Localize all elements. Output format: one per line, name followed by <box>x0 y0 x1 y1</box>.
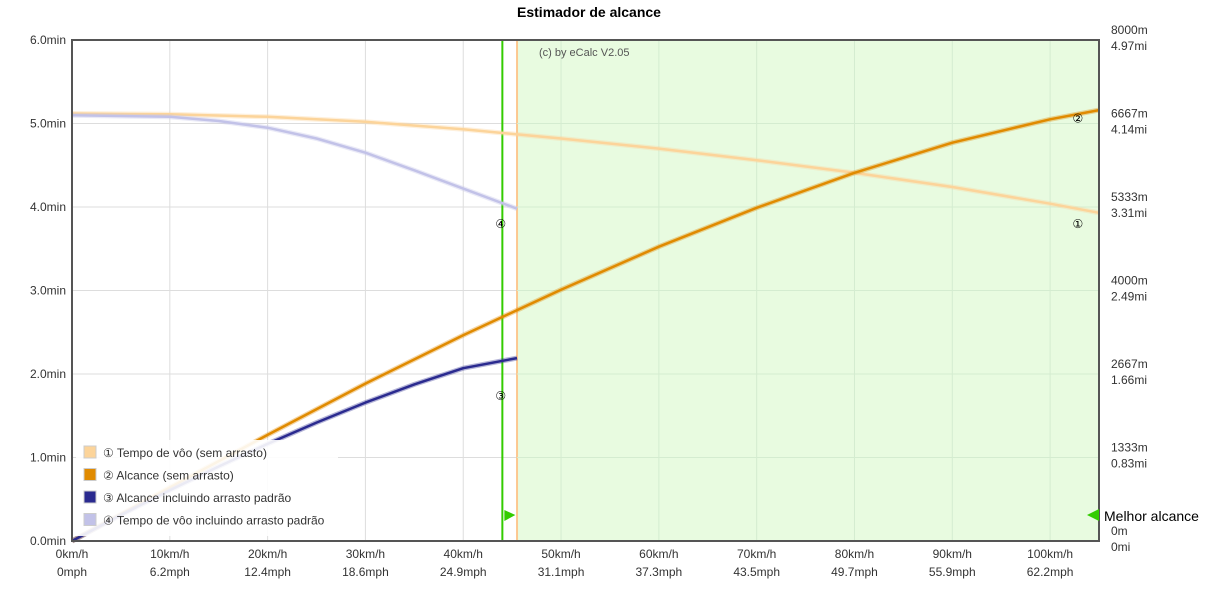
x-tick-label-mph: 24.9mph <box>440 565 487 579</box>
x-tick-label-kmh: 60km/h <box>639 547 678 561</box>
y-right-tick-label-mi: 0mi <box>1111 540 1130 554</box>
x-tick-label-mph: 37.3mph <box>636 565 683 579</box>
x-tick-label-mph: 18.6mph <box>342 565 389 579</box>
series-marker-label: ③ <box>495 389 506 403</box>
x-tick-label-mph: 0mph <box>57 565 87 579</box>
x-tick-label-mph: 49.7mph <box>831 565 878 579</box>
y-right-tick-label-mi: 1.66mi <box>1111 373 1147 387</box>
y-left-tick-label: 1.0min <box>30 451 66 465</box>
legend-swatch-2 <box>83 468 97 481</box>
y-left-tick-label: 5.0min <box>30 117 66 131</box>
legend-box <box>76 440 338 536</box>
y-left-tick-label: 6.0min <box>30 33 66 47</box>
legend-entry-3: ③ Alcance incluindo arrasto padrão <box>103 491 292 505</box>
series-marker-label: ① <box>1072 217 1083 231</box>
y-right-tick-label-m: 6667m <box>1111 106 1148 120</box>
y-right-tick-label-mi: 2.49mi <box>1111 290 1147 304</box>
legend-entry-4: ④ Tempo de vôo incluindo arrasto padrão <box>103 514 325 528</box>
x-tick-label-kmh: 70km/h <box>737 547 776 561</box>
x-tick-label-kmh: 90km/h <box>933 547 972 561</box>
legend-entry-1: ① Tempo de vôo (sem arrasto) <box>103 446 267 460</box>
best-range-indicator: Melhor alcance <box>1087 508 1199 524</box>
x-tick-label-mph: 55.9mph <box>929 565 976 579</box>
y-right-tick-label-m: 5333m <box>1111 190 1148 204</box>
speed-arrow-icon <box>504 510 516 521</box>
axes: 0km/h 0mph 10km/h 6.2mph 20km/h 12.4mph 30km/h… <box>30 23 1148 579</box>
y-right-tick-label-m: 1333m <box>1111 441 1148 455</box>
series-line-1 <box>71 112 1100 215</box>
best-range-label: Melhor alcance <box>1104 508 1199 524</box>
x-tick-label-mph: 12.4mph <box>244 565 291 579</box>
y-right-tick-label-mi: 0.83mi <box>1111 457 1147 471</box>
x-tick-label-mph: 43.5mph <box>733 565 780 579</box>
x-tick-label-mph: 31.1mph <box>538 565 585 579</box>
y-left-tick-label: 4.0min <box>30 200 66 214</box>
series-marker-label: ② <box>1072 112 1083 126</box>
y-right-tick-label-m: 4000m <box>1111 274 1148 288</box>
series-marker-label: ④ <box>495 217 506 231</box>
best-range-arrow-icon <box>1087 509 1099 521</box>
legend-swatch-4 <box>83 513 97 526</box>
y-right-tick-label-m: 8000m <box>1111 23 1148 37</box>
series-markers: ① ② ③ ④ <box>495 112 1083 403</box>
x-tick-label-kmh: 80km/h <box>835 547 874 561</box>
x-tick-label-kmh: 100km/h <box>1027 547 1073 561</box>
legend-entry-2: ② Alcance (sem arrasto) <box>103 469 234 483</box>
chart-title: Estimador de alcance <box>517 4 661 20</box>
y-right-tick-label-mi: 4.14mi <box>1111 122 1147 136</box>
plot-frame <box>71 39 1100 542</box>
y-left-tick-label: 3.0min <box>30 284 66 298</box>
series-line-4 <box>71 113 518 210</box>
x-tick-label-kmh: 0km/h <box>56 547 89 561</box>
y-left-tick-label: 0.0min <box>30 534 66 548</box>
x-tick-label-kmh: 20km/h <box>248 547 287 561</box>
x-tick-label-kmh: 50km/h <box>541 547 580 561</box>
y-right-tick-label-m: 2667m <box>1111 357 1148 371</box>
legend-swatch-3 <box>83 490 97 504</box>
y-left-tick-label: 2.0min <box>30 367 66 381</box>
legend-swatch-1 <box>83 445 97 459</box>
y-right-tick-label-m: 0m <box>1111 524 1128 538</box>
x-tick-label-kmh: 40km/h <box>444 547 483 561</box>
y-right-tick-label-mi: 4.97mi <box>1111 39 1147 53</box>
y-right-tick-label-mi: 3.31mi <box>1111 206 1147 220</box>
x-tick-label-kmh: 10km/h <box>150 547 189 561</box>
x-tick-label-mph: 6.2mph <box>150 565 190 579</box>
legend: ① Tempo de vôo (sem arrasto) ② Alcance (s… <box>76 440 338 536</box>
x-tick-label-mph: 62.2mph <box>1027 565 1074 579</box>
credit-text: (c) by eCalc V2.05 <box>539 47 629 59</box>
x-tick-label-kmh: 30km/h <box>346 547 385 561</box>
